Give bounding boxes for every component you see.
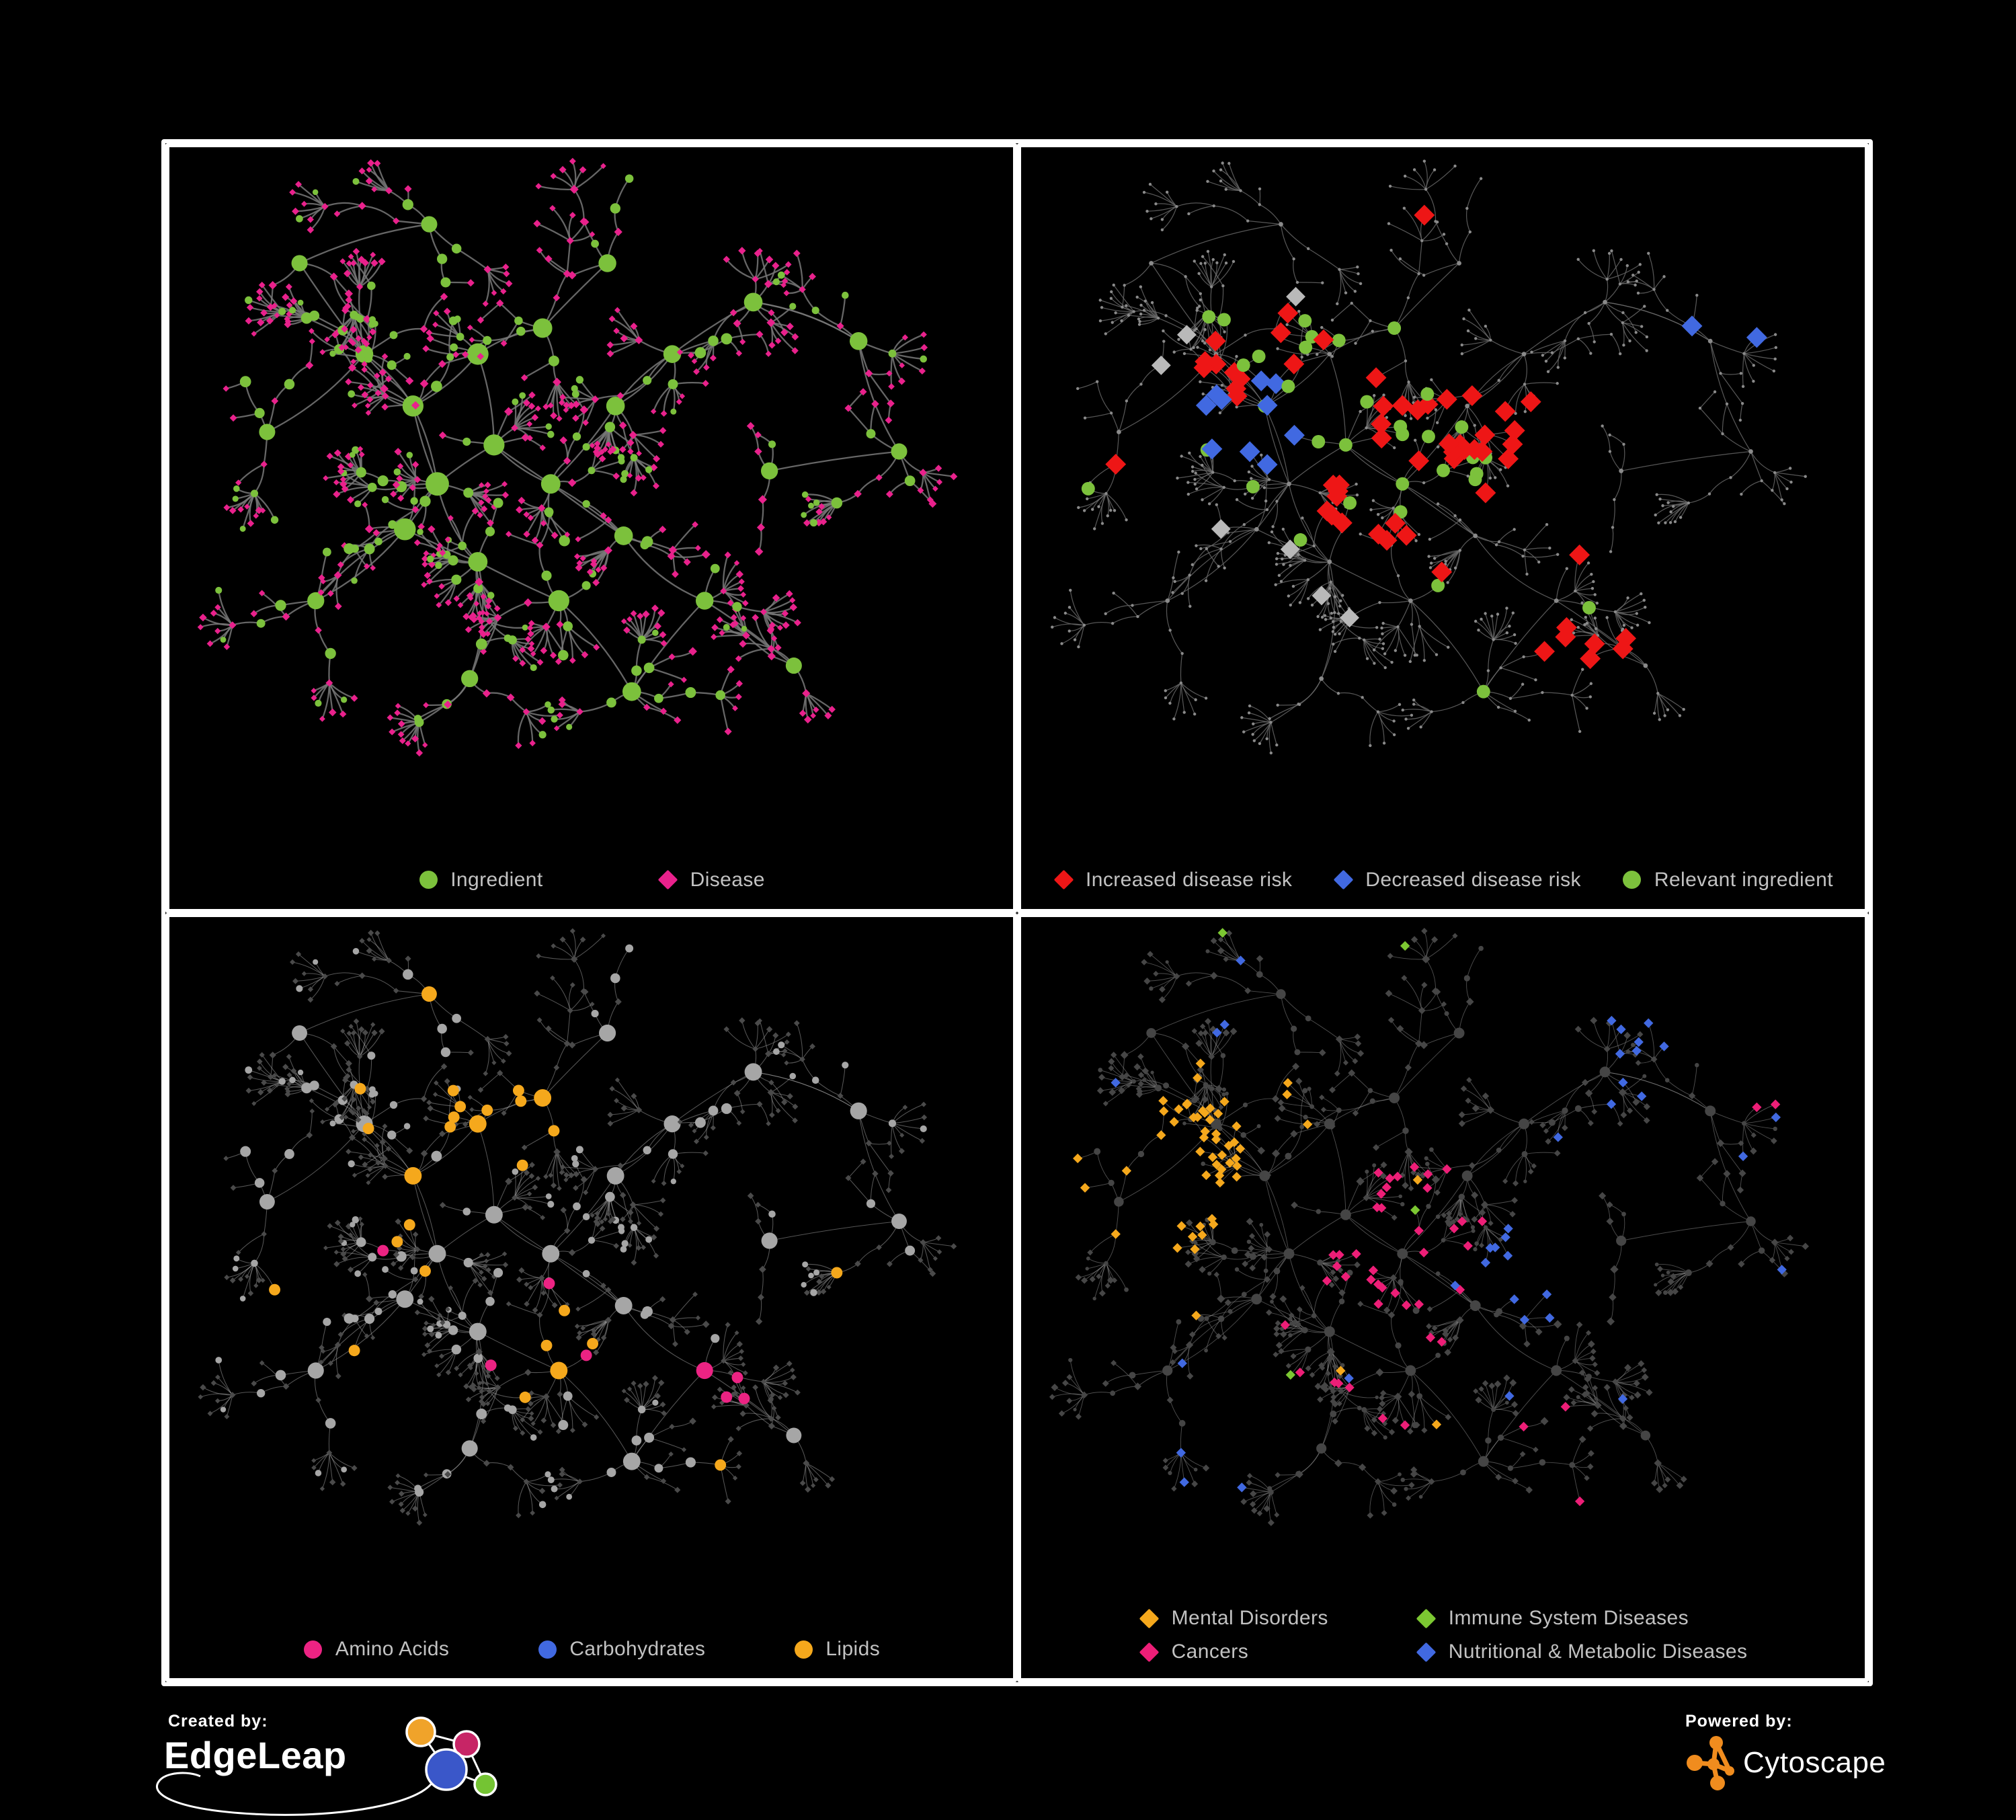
cytoscape-node xyxy=(1687,1755,1703,1771)
edgeleap-node-yellow xyxy=(405,1716,436,1747)
legend-item: Carbohydrates xyxy=(536,1638,705,1661)
legend-disease-categories: Mental Disorders Immune System Diseases Ca… xyxy=(1021,1607,1865,1663)
circle-legend-marker-icon xyxy=(1621,869,1643,891)
edgeleap-wordmark: EdgeLeap xyxy=(164,1734,347,1776)
panel-nutrient-classes: Amino Acids Carbohydrates Lipids xyxy=(165,912,1017,1682)
diamond-legend-marker-icon xyxy=(1139,1608,1160,1629)
panel-ingredient-disease: Ingredient Disease xyxy=(165,143,1017,913)
legend-label: Disease xyxy=(690,868,765,891)
diamond-legend-marker-icon xyxy=(657,869,679,891)
legend-label: Immune System Diseases xyxy=(1448,1607,1689,1629)
edgeleap-swoosh xyxy=(156,1772,436,1816)
circle-legend-marker-icon xyxy=(536,1638,558,1660)
legend-label: Mental Disorders xyxy=(1171,1607,1328,1629)
cytoscape-logo-row: Cytoscape xyxy=(1684,1732,1886,1794)
network-graph-disease-risk xyxy=(1051,159,1807,755)
panel-grid: Ingredient Disease Increased disease risk… xyxy=(161,139,1873,1686)
legend-item: Mental Disorders xyxy=(1139,1607,1328,1630)
circle-legend-marker-icon xyxy=(417,869,439,891)
legend-item: Amino Acids xyxy=(303,1638,449,1661)
legend-item: Increased disease risk xyxy=(1053,869,1292,892)
legend-label: Nutritional & Metabolic Diseases xyxy=(1448,1640,1748,1663)
legend-item: Relevant ingredient xyxy=(1621,869,1833,892)
diamond-legend-marker-icon xyxy=(1332,869,1354,891)
cytoscape-node xyxy=(1725,1766,1734,1776)
network-graph-disease-categories xyxy=(1049,927,1809,1526)
network-graph-ingredient-disease xyxy=(197,157,958,757)
circle-legend-marker-icon xyxy=(793,1638,814,1660)
legend-item: Nutritional & Metabolic Diseases xyxy=(1416,1640,1748,1663)
legend-nutrient-classes: Amino Acids Carbohydrates Lipids xyxy=(169,1638,1013,1661)
legend-label: Decreased disease risk xyxy=(1365,868,1581,891)
created-by-label: Created by: xyxy=(168,1712,268,1731)
legend-label: Cancers xyxy=(1171,1640,1249,1663)
network-graph-nutrient-classes xyxy=(198,928,957,1526)
legend-label: Lipids xyxy=(825,1638,881,1660)
legend-ingredient-disease: Ingredient Disease xyxy=(169,869,1013,892)
edgeleap-branding: Created by: EdgeLeap xyxy=(156,1706,540,1820)
edgeleap-node-green xyxy=(473,1772,497,1796)
circle-legend-marker-icon xyxy=(303,1638,324,1660)
panel-disease-categories: Mental Disorders Immune System Diseases Ca… xyxy=(1017,912,1869,1682)
edgeleap-node-blue xyxy=(425,1748,468,1791)
legend-disease-risk: Increased disease risk Decreased disease … xyxy=(1021,869,1865,892)
edgeleap-node-magenta xyxy=(452,1730,481,1758)
cytoscape-node xyxy=(1707,1758,1720,1770)
legend-label: Relevant ingredient xyxy=(1654,868,1833,891)
diamond-legend-marker-icon xyxy=(1139,1641,1160,1663)
diamond-legend-marker-icon xyxy=(1416,1608,1437,1629)
panel-disease-risk: Increased disease risk Decreased disease … xyxy=(1017,143,1869,913)
legend-item: Ingredient xyxy=(417,869,542,892)
cytoscape-branding: Powered by: Cytoscape xyxy=(1684,1706,1906,1814)
legend-label: Ingredient xyxy=(450,868,543,891)
cytoscape-logo-icon xyxy=(1687,1736,1734,1790)
cytoscape-wordmark: Cytoscape xyxy=(1743,1746,1886,1779)
legend-label: Carbohydrates xyxy=(569,1638,706,1660)
legend-item: Lipids xyxy=(793,1638,880,1661)
legend-item: Disease xyxy=(657,869,765,892)
legend-label: Amino Acids xyxy=(335,1638,450,1660)
legend-item: Cancers xyxy=(1139,1640,1328,1663)
diamond-legend-marker-icon xyxy=(1416,1641,1437,1663)
cytoscape-node xyxy=(1709,1736,1723,1749)
powered-by-label: Powered by: xyxy=(1685,1712,1793,1731)
cytoscape-node xyxy=(1710,1776,1725,1790)
legend-item: Decreased disease risk xyxy=(1332,869,1581,892)
legend-item: Immune System Diseases xyxy=(1416,1607,1748,1630)
legend-label: Increased disease risk xyxy=(1086,868,1293,891)
diamond-legend-marker-icon xyxy=(1053,869,1074,891)
edgeleap-logo xyxy=(156,1716,497,1816)
